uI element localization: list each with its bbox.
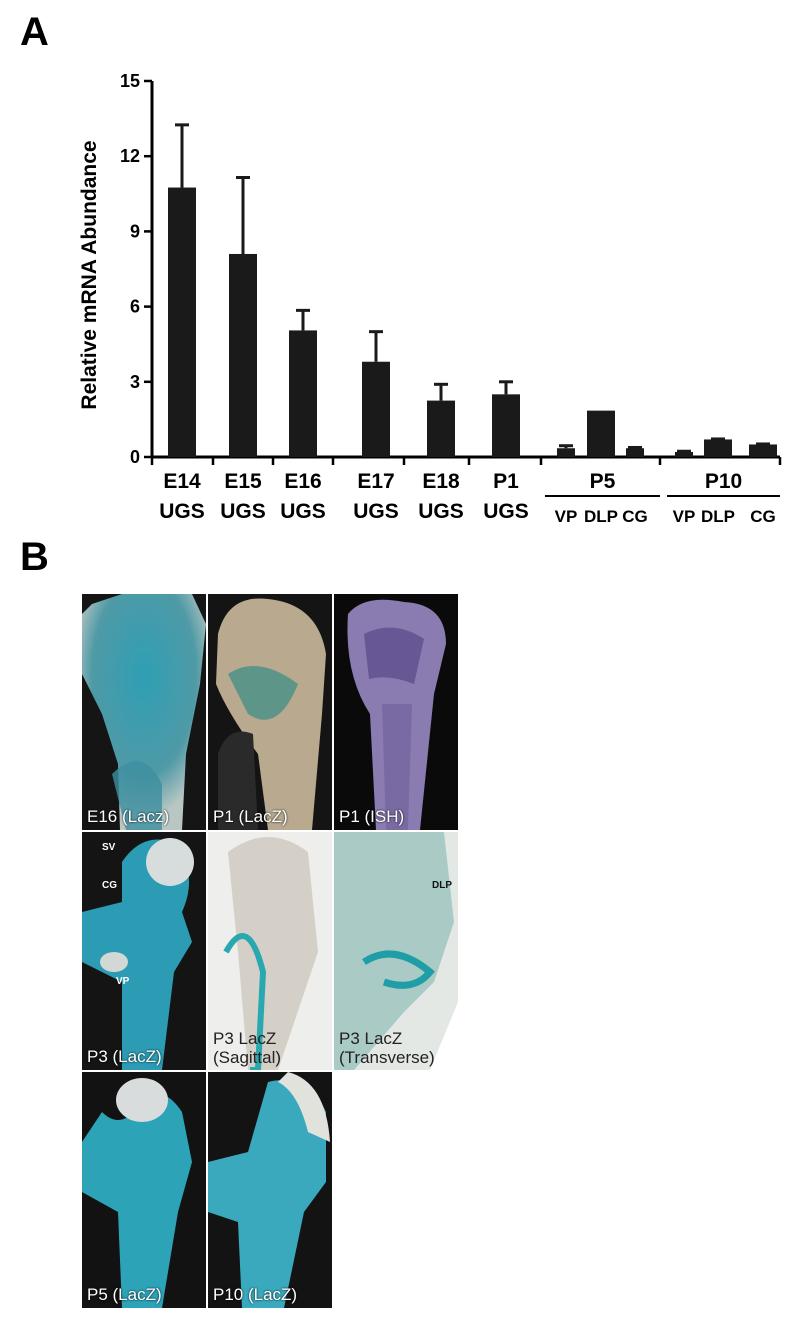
x-tick-label: E14 bbox=[163, 470, 201, 493]
group-sub-label: CG bbox=[622, 507, 648, 526]
bar bbox=[168, 187, 196, 458]
bar bbox=[229, 253, 257, 457]
annotation-cg: CG bbox=[102, 880, 117, 891]
image-p3-lacz-sagittal: P3 LacZ (Sagittal) bbox=[208, 832, 332, 1070]
image-caption: P1 (ISH) bbox=[339, 807, 405, 826]
x-tick-label: E17 bbox=[357, 470, 394, 493]
chart-bars bbox=[168, 123, 777, 458]
panel-label-a: A bbox=[20, 10, 49, 54]
group-label: P10 bbox=[705, 470, 742, 493]
x-tick-label: E18 bbox=[422, 470, 460, 493]
bar bbox=[675, 451, 693, 457]
caption-line-2: (Transverse) bbox=[339, 1048, 435, 1067]
annotation-vp: VP bbox=[116, 976, 130, 987]
y-tick-label: 6 bbox=[130, 297, 140, 317]
image-p1-lacz: P1 (LacZ) bbox=[208, 594, 332, 830]
bar bbox=[587, 410, 615, 457]
y-tick-label: 0 bbox=[130, 447, 140, 467]
x-tick-label: UGS bbox=[483, 500, 529, 523]
bar bbox=[557, 448, 575, 457]
chart-labels: E14 UGS E15 UGS E16 UGS E17 UGS E18 UGS P1 UGS P5 VP D… bbox=[159, 470, 780, 526]
y-tick-label: 15 bbox=[120, 71, 140, 91]
image-caption: P1 (LacZ) bbox=[213, 807, 288, 826]
image-caption: P5 (LacZ) bbox=[87, 1285, 162, 1304]
image-p10-lacz: P10 (LacZ) bbox=[208, 1072, 332, 1308]
bar bbox=[704, 439, 732, 457]
x-tick-label: UGS bbox=[353, 500, 399, 523]
annotation-dlp: DLP bbox=[432, 880, 452, 891]
group-label: P5 bbox=[590, 470, 616, 493]
bar bbox=[749, 444, 777, 457]
bar bbox=[492, 394, 520, 457]
caption-line-1: P3 LacZ bbox=[213, 1029, 277, 1048]
caption-line-1: P3 LacZ bbox=[339, 1029, 403, 1048]
bar bbox=[626, 448, 644, 457]
image-caption: P3 LacZ (Transverse) bbox=[339, 1029, 435, 1067]
x-tick-label: P1 bbox=[493, 470, 519, 493]
image-e16-lacz: E16 (Lacz) bbox=[82, 594, 206, 830]
image-p1-ish: P1 (ISH) bbox=[334, 594, 458, 830]
x-tick-label: UGS bbox=[418, 500, 464, 523]
image-p3-lacz-transverse: DLP P3 LacZ (Transverse) bbox=[334, 832, 458, 1070]
y-tick-label: 12 bbox=[120, 146, 140, 166]
group-sub-label: DLP bbox=[584, 507, 618, 526]
caption-line-2: (Sagittal) bbox=[213, 1048, 282, 1067]
annotation-sv: SV bbox=[102, 842, 116, 853]
group-sub-label: VP bbox=[555, 507, 578, 526]
image-p5-lacz: P5 (LacZ) bbox=[82, 1072, 206, 1308]
x-tick-label: E16 bbox=[284, 470, 321, 493]
group-sub-label: DLP bbox=[701, 507, 735, 526]
x-tick-label: UGS bbox=[280, 500, 326, 523]
x-tick-label: E15 bbox=[224, 470, 262, 493]
image-caption: P10 (LacZ) bbox=[213, 1285, 298, 1304]
image-caption: P3 (LacZ) bbox=[87, 1047, 162, 1066]
x-tick-label: UGS bbox=[220, 500, 266, 523]
y-tick-label: 3 bbox=[130, 372, 140, 392]
bar-chart: 0 3 6 9 12 15 E14 UGS E15 UGS E16 UGS E17 UGS E18 UGS P… bbox=[78, 71, 782, 526]
group-sub-label: VP bbox=[673, 507, 696, 526]
image-p3-lacz: SV CG VP P3 (LacZ) bbox=[82, 832, 206, 1070]
panel-label-b: B bbox=[20, 535, 49, 579]
bar bbox=[427, 400, 455, 457]
group-sub-label: CG bbox=[750, 507, 776, 526]
x-tick-label: UGS bbox=[159, 500, 205, 523]
y-tick-label: 9 bbox=[130, 221, 140, 241]
y-axis-label: Relative mRNA Abundance bbox=[78, 140, 101, 409]
image-caption: E16 (Lacz) bbox=[87, 807, 170, 826]
bar bbox=[362, 361, 390, 457]
image-caption: P3 LacZ (Sagittal) bbox=[213, 1029, 281, 1067]
bar bbox=[289, 330, 317, 457]
